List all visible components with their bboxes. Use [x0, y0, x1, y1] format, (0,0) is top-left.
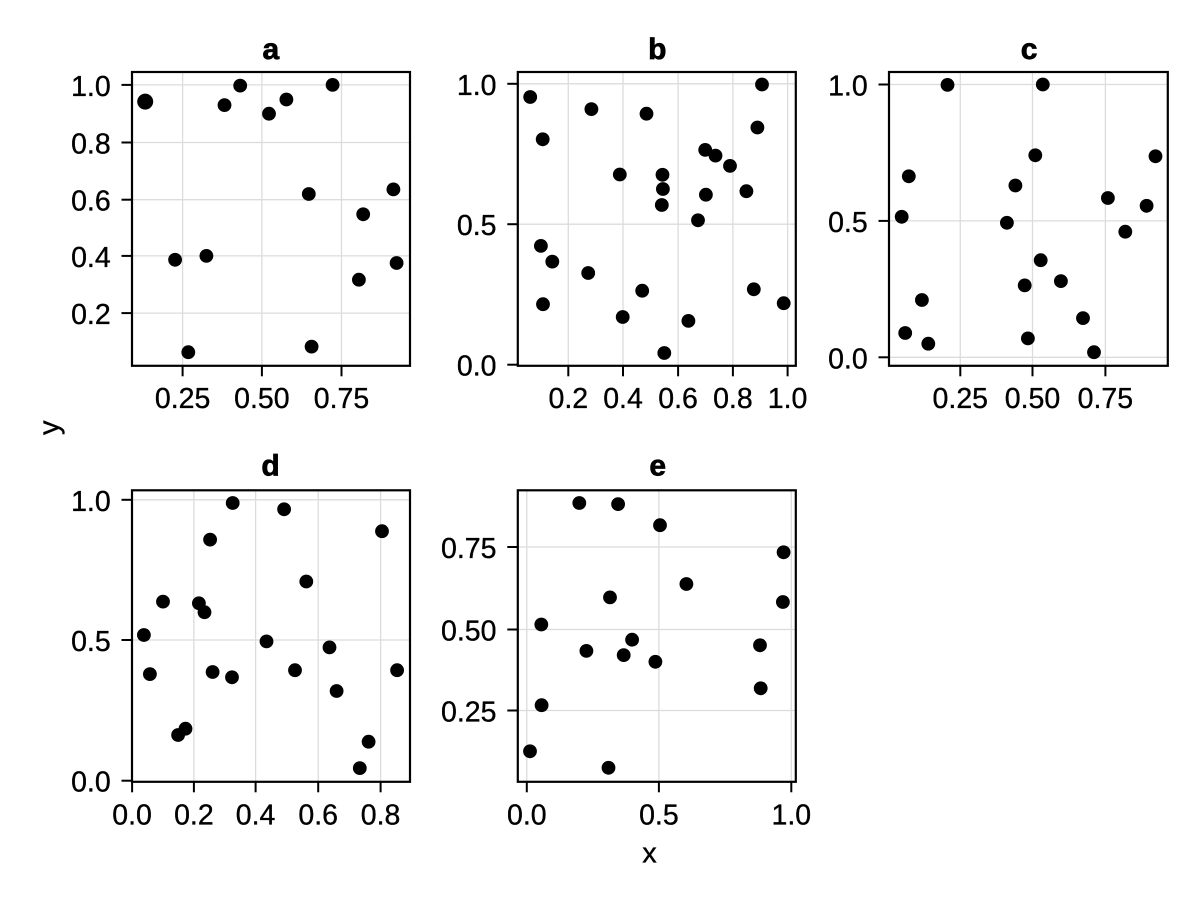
svg-text:y: y — [33, 420, 65, 435]
svg-text:0.25: 0.25 — [155, 383, 210, 415]
svg-text:x: x — [642, 838, 657, 870]
svg-text:0.8: 0.8 — [713, 383, 753, 415]
svg-text:0.50: 0.50 — [234, 383, 289, 415]
svg-text:0.4: 0.4 — [236, 800, 276, 832]
svg-text:1.0: 1.0 — [71, 486, 111, 518]
svg-text:0.5: 0.5 — [71, 626, 111, 658]
svg-text:a: a — [262, 33, 279, 66]
svg-text:1.0: 1.0 — [71, 71, 111, 103]
svg-text:0.2: 0.2 — [174, 800, 214, 832]
svg-text:0.5: 0.5 — [639, 800, 679, 832]
svg-text:1.0: 1.0 — [828, 71, 868, 103]
svg-text:0.6: 0.6 — [298, 800, 338, 832]
svg-text:0.2: 0.2 — [71, 299, 111, 331]
svg-text:0.25: 0.25 — [441, 697, 496, 729]
svg-text:0.75: 0.75 — [441, 533, 496, 565]
svg-text:1.0: 1.0 — [457, 70, 497, 102]
svg-text:e: e — [649, 450, 666, 483]
svg-text:0.8: 0.8 — [71, 129, 111, 161]
svg-text:b: b — [648, 33, 666, 66]
svg-text:c: c — [1021, 33, 1038, 66]
svg-text:1.0: 1.0 — [768, 383, 808, 415]
svg-text:0.5: 0.5 — [828, 207, 868, 239]
svg-text:0.2: 0.2 — [548, 383, 588, 415]
svg-text:0.0: 0.0 — [507, 800, 547, 832]
svg-text:0.8: 0.8 — [361, 800, 401, 832]
svg-text:0.25: 0.25 — [933, 383, 988, 415]
svg-text:d: d — [261, 450, 279, 483]
svg-text:0.6: 0.6 — [71, 186, 111, 218]
svg-text:0.75: 0.75 — [314, 383, 369, 415]
svg-text:0.0: 0.0 — [112, 800, 152, 832]
svg-text:0.5: 0.5 — [457, 210, 497, 242]
svg-text:0.50: 0.50 — [1005, 383, 1060, 415]
svg-text:0.4: 0.4 — [603, 383, 643, 415]
svg-text:1.0: 1.0 — [771, 800, 811, 832]
svg-text:0.6: 0.6 — [658, 383, 698, 415]
svg-text:0.0: 0.0 — [828, 343, 868, 375]
svg-text:0.50: 0.50 — [441, 616, 496, 648]
svg-text:0.4: 0.4 — [71, 242, 111, 274]
svg-text:0.75: 0.75 — [1078, 383, 1133, 415]
svg-text:0.0: 0.0 — [457, 351, 497, 383]
svg-text:0.0: 0.0 — [71, 767, 111, 799]
